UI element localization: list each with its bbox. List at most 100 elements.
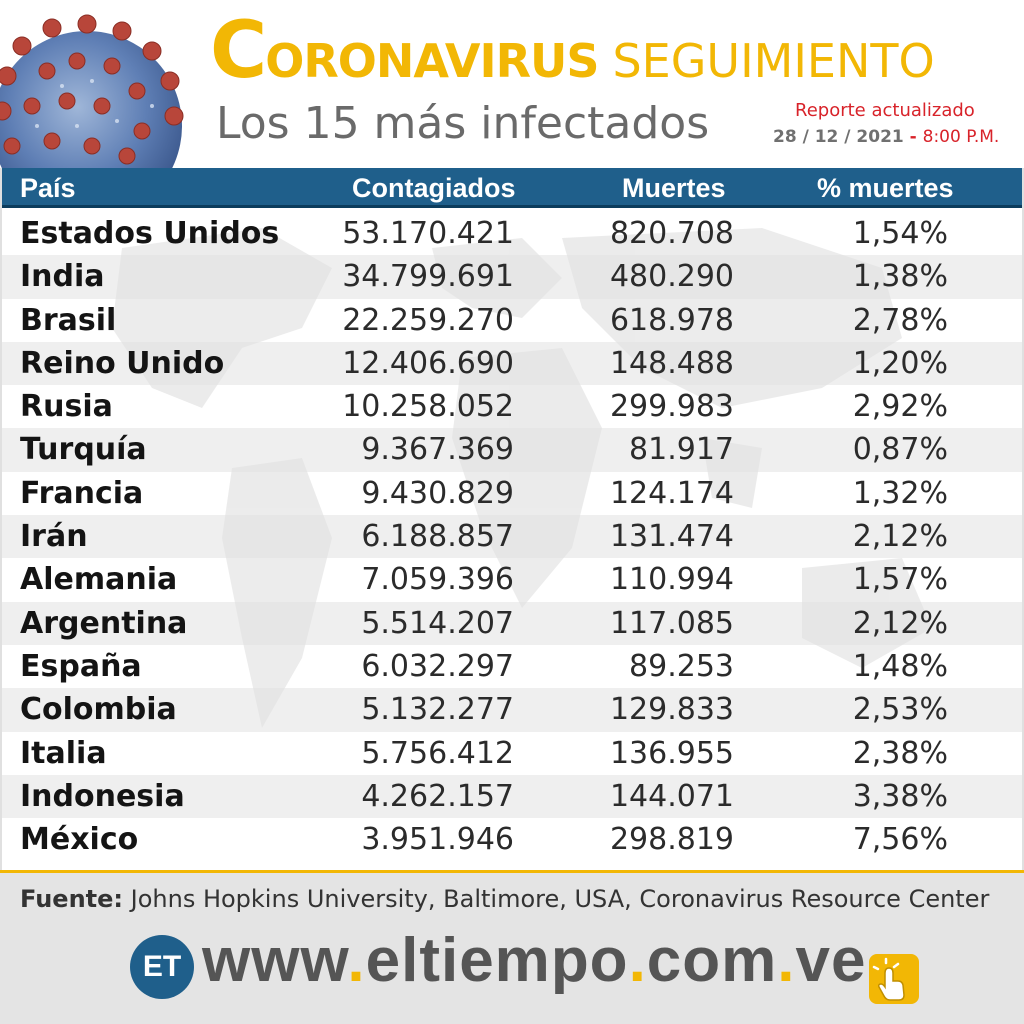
table-row: Alemania 7.059.396 110.994 1,57% <box>2 558 1022 601</box>
url-part: eltiempo <box>365 926 629 995</box>
table-row: Irán 6.188.857 131.474 2,12% <box>2 515 1022 559</box>
cell-death-rate: 1,20% <box>852 345 948 381</box>
cell-deaths: 136.955 <box>609 735 734 771</box>
cell-deaths: 144.071 <box>609 778 734 814</box>
coronavirus-icon <box>0 14 184 171</box>
cell-death-rate: 2,53% <box>852 692 948 728</box>
table-row: India 34.799.691 480.290 1,38% <box>2 255 1022 299</box>
cell-deaths: 124.174 <box>609 475 734 511</box>
cell-cases: 5.756.412 <box>361 735 514 771</box>
column-header-death-rate: % muertes <box>817 173 954 203</box>
cell-cases: 22.259.270 <box>342 302 514 338</box>
url-dot: . <box>628 926 647 995</box>
title: CORONAVIRUS SEGUIMIENTO <box>210 6 935 96</box>
cell-cases: 6.188.857 <box>361 519 514 555</box>
subtitle: Los 15 más infectados <box>216 98 710 149</box>
url-dot: . <box>777 926 796 995</box>
cell-cases: 10.258.052 <box>342 389 514 425</box>
table-row: Francia 9.430.829 124.174 1,32% <box>2 472 1022 515</box>
cell-cases: 9.430.829 <box>361 475 514 511</box>
cell-deaths: 298.819 <box>609 822 734 858</box>
cell-cases: 4.262.157 <box>361 778 514 814</box>
report-datetime: 28 / 12 / 2021 - 8:00 P.M. <box>773 127 999 147</box>
report-date: 28 / 12 / 2021 <box>773 127 904 147</box>
title-main: ORONAVIRUS <box>265 34 599 88</box>
table-row: Turquía 9.367.369 81.917 0,87% <box>2 428 1022 472</box>
header: CORONAVIRUS SEGUIMIENTO Los 15 más infect… <box>0 0 1024 171</box>
table-header: País Contagiados Muertes % muertes <box>2 168 1022 208</box>
table-row: Rusia 10.258.052 299.983 2,92% <box>2 385 1022 428</box>
cell-death-rate: 1,48% <box>852 648 948 684</box>
cell-cases: 53.170.421 <box>342 216 514 251</box>
cell-cases: 6.032.297 <box>361 648 514 684</box>
cell-cases: 5.514.207 <box>361 605 514 641</box>
table-row: Colombia 5.132.277 129.833 2,53% <box>2 688 1022 732</box>
cell-death-rate: 1,54% <box>852 216 948 251</box>
cell-country: India <box>20 259 105 295</box>
table-row: Brasil 22.259.270 618.978 2,78% <box>2 299 1022 342</box>
cell-deaths: 117.085 <box>609 605 734 641</box>
column-header-deaths: Muertes <box>622 173 726 203</box>
cell-country: Turquía <box>20 432 147 468</box>
table-row: México 3.951.946 298.819 7,56% <box>2 818 1022 861</box>
cell-deaths: 129.833 <box>609 692 734 728</box>
cell-deaths: 480.290 <box>609 259 734 295</box>
title-initial: C <box>210 6 267 96</box>
cell-cases: 5.132.277 <box>361 692 514 728</box>
cell-country: Irán <box>20 519 88 555</box>
data-table: País Contagiados Muertes % muertes Estad… <box>0 168 1024 873</box>
et-logo: ET <box>130 935 194 999</box>
url-part: ve <box>795 926 867 995</box>
table-row: Italia 5.756.412 136.955 2,38% <box>2 732 1022 775</box>
report-separator: - <box>903 127 923 147</box>
cell-deaths: 89.253 <box>629 648 734 684</box>
cell-death-rate: 2,38% <box>852 735 948 771</box>
source-text: Johns Hopkins University, Baltimore, USA… <box>123 885 990 913</box>
cell-country: Argentina <box>20 605 188 641</box>
cell-country: Reino Unido <box>20 345 225 381</box>
table-bottom-rule <box>0 870 1024 873</box>
cell-country: Colombia <box>20 692 177 728</box>
table-row: Indonesia 4.262.157 144.071 3,38% <box>2 774 1022 819</box>
cell-deaths: 110.994 <box>609 562 734 598</box>
table-row: Estados Unidos 53.170.421 820.708 1,54% <box>2 212 1022 255</box>
source-label: Fuente: <box>20 885 123 913</box>
cell-country: Italia <box>20 735 107 771</box>
cell-deaths: 820.708 <box>609 216 734 251</box>
cell-death-rate: 3,38% <box>852 778 948 814</box>
url-dot: . <box>347 926 366 995</box>
cell-cases: 34.799.691 <box>342 259 514 295</box>
cell-death-rate: 2,78% <box>852 302 948 338</box>
source-note: Fuente: Johns Hopkins University, Baltim… <box>20 885 989 913</box>
cell-cases: 3.951.946 <box>361 822 514 858</box>
cell-death-rate: 0,87% <box>852 432 948 468</box>
cell-country: Brasil <box>20 302 117 338</box>
cell-death-rate: 7,56% <box>852 822 948 858</box>
cell-country: España <box>20 648 142 684</box>
report-label: Reporte actualizado <box>795 100 975 121</box>
pointing-hand-click-icon <box>869 954 919 1004</box>
url-part: www <box>202 926 348 995</box>
column-header-cases: Contagiados <box>352 173 516 203</box>
url-part: com <box>646 926 778 995</box>
table-row: Argentina 5.514.207 117.085 2,12% <box>2 601 1022 645</box>
cell-cases: 7.059.396 <box>361 562 514 598</box>
cell-death-rate: 1,32% <box>852 475 948 511</box>
table-row: Reino Unido 12.406.690 148.488 1,20% <box>2 341 1022 386</box>
cell-country: Alemania <box>20 562 178 598</box>
footer: Fuente: Johns Hopkins University, Baltim… <box>0 873 1024 1024</box>
cell-country: México <box>20 822 139 858</box>
cell-country: Rusia <box>20 389 113 425</box>
cell-deaths: 81.917 <box>629 432 734 468</box>
cell-country: Indonesia <box>20 778 185 814</box>
table-body: Estados Unidos 53.170.421 820.708 1,54% … <box>2 212 1022 861</box>
website-url[interactable]: www.eltiempo.com.ve <box>202 925 866 996</box>
cell-death-rate: 2,92% <box>852 389 948 425</box>
cell-deaths: 148.488 <box>609 345 734 381</box>
cell-deaths: 618.978 <box>609 302 734 338</box>
cell-death-rate: 2,12% <box>852 519 948 555</box>
cell-death-rate: 1,38% <box>852 259 948 295</box>
cell-deaths: 299.983 <box>609 389 734 425</box>
cell-death-rate: 1,57% <box>852 562 948 598</box>
